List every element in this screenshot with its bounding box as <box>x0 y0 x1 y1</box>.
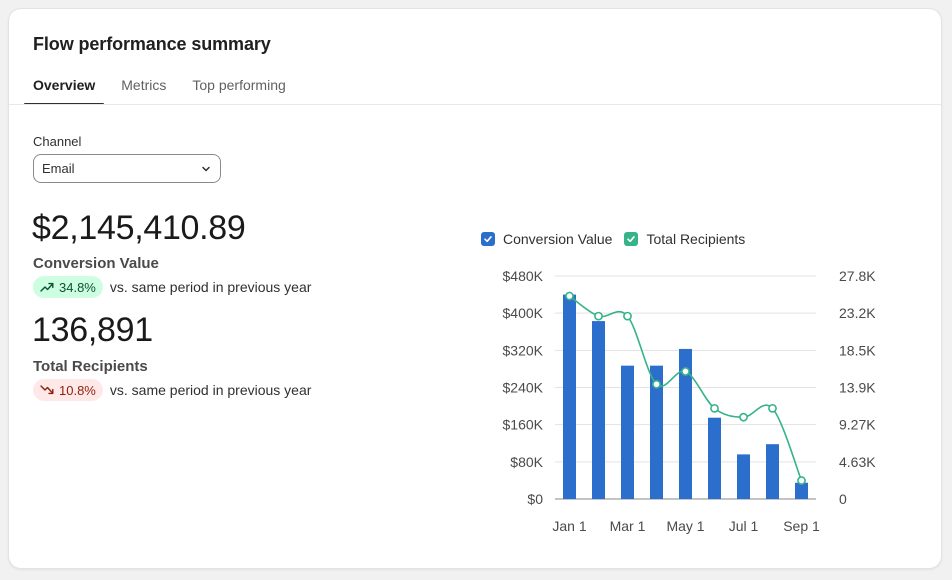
line-point <box>797 476 806 485</box>
y-right-tick-label: 0 <box>839 491 847 507</box>
bar <box>679 348 692 499</box>
y-right-tick-label: 4.63K <box>839 454 876 470</box>
y-right-tick-label: 23.2K <box>839 305 876 321</box>
line-point <box>768 403 777 413</box>
trend-down-icon <box>40 385 54 395</box>
y-right-tick-label: 18.5K <box>839 342 876 358</box>
legend-label: Conversion Value <box>503 231 613 247</box>
y-left-tick-label: $400K <box>503 305 544 321</box>
total-recipients-amount: 136,891 <box>32 311 153 349</box>
tabs-divider <box>9 104 941 105</box>
y-left-tick-label: $160K <box>503 417 544 433</box>
line-point <box>565 291 574 301</box>
y-left-tick-label: $320K <box>503 342 544 358</box>
tab-top-performing[interactable]: Top performing <box>192 77 286 93</box>
bar <box>650 365 663 499</box>
conversion-value-amount: $2,145,410.89 <box>32 209 246 247</box>
line-point <box>652 379 661 389</box>
legend-item-conversion-value[interactable]: Conversion Value <box>481 231 612 247</box>
line-point <box>739 412 748 422</box>
trend-comparison-text: vs. same period in previous year <box>109 279 312 295</box>
bar <box>708 417 721 499</box>
bar <box>737 454 750 499</box>
bar <box>621 365 634 499</box>
y-left-tick-label: $0 <box>527 491 543 507</box>
trend-up-value: 34.8% <box>59 279 96 295</box>
x-tick-label: May 1 <box>666 518 704 534</box>
trend-up-icon <box>40 282 54 292</box>
x-tick-label: Jan 1 <box>552 518 586 534</box>
line-point <box>594 311 603 321</box>
tab-bar: Overview Metrics Top performing <box>24 71 303 105</box>
total-recipients-label: Total Recipients <box>33 358 148 375</box>
card-title: Flow performance summary <box>33 34 271 54</box>
bar <box>563 294 576 499</box>
legend-item-total-recipients[interactable]: Total Recipients <box>624 231 745 247</box>
y-left-tick-label: $480K <box>503 268 544 284</box>
y-right-tick-label: 27.8K <box>839 268 876 284</box>
performance-chart: $0 0 $80K 4.63K $160K 9.27K $240K 13.9K $320K 18.… <box>503 268 877 534</box>
chevron-down-icon <box>202 166 210 172</box>
bar <box>592 321 605 499</box>
flow-performance-card: Flow performance summary Overview Metric… <box>9 9 941 568</box>
bar <box>766 444 779 499</box>
legend-label: Total Recipients <box>646 231 746 247</box>
total-recipients-trend: 10.8% vs. same period in previous year <box>33 379 311 401</box>
channel-select[interactable]: Email <box>33 154 221 183</box>
conversion-value-label: Conversion Value <box>33 255 159 272</box>
tab-metrics[interactable]: Metrics <box>121 77 167 93</box>
trend-comparison-text: vs. same period in previous year <box>109 382 312 398</box>
bar <box>795 482 808 499</box>
trend-up-badge: 34.8% <box>33 276 103 298</box>
channel-select-value: Email <box>42 161 75 176</box>
line-point <box>710 403 719 413</box>
line-point <box>623 311 632 321</box>
x-tick-label: Sep 1 <box>783 518 820 534</box>
channel-label: Channel <box>33 134 82 149</box>
tab-overview[interactable]: Overview <box>24 71 105 105</box>
trend-down-badge: 10.8% <box>33 379 103 401</box>
y-left-tick-label: $80K <box>510 454 543 470</box>
line-point <box>681 367 690 376</box>
chart-legend: Conversion Value Total Recipients <box>481 231 757 247</box>
trend-down-value: 10.8% <box>59 382 96 398</box>
y-right-tick-label: 9.27K <box>839 417 876 433</box>
checkbox-checked-icon <box>624 232 639 246</box>
checkbox-checked-icon <box>481 232 495 246</box>
conversion-value-trend: 34.8% vs. same period in previous year <box>33 276 311 298</box>
y-right-tick-label: 13.9K <box>839 380 876 396</box>
x-tick-label: Jul 1 <box>729 518 759 534</box>
x-tick-label: Mar 1 <box>610 518 646 534</box>
y-left-tick-label: $240K <box>503 380 544 396</box>
